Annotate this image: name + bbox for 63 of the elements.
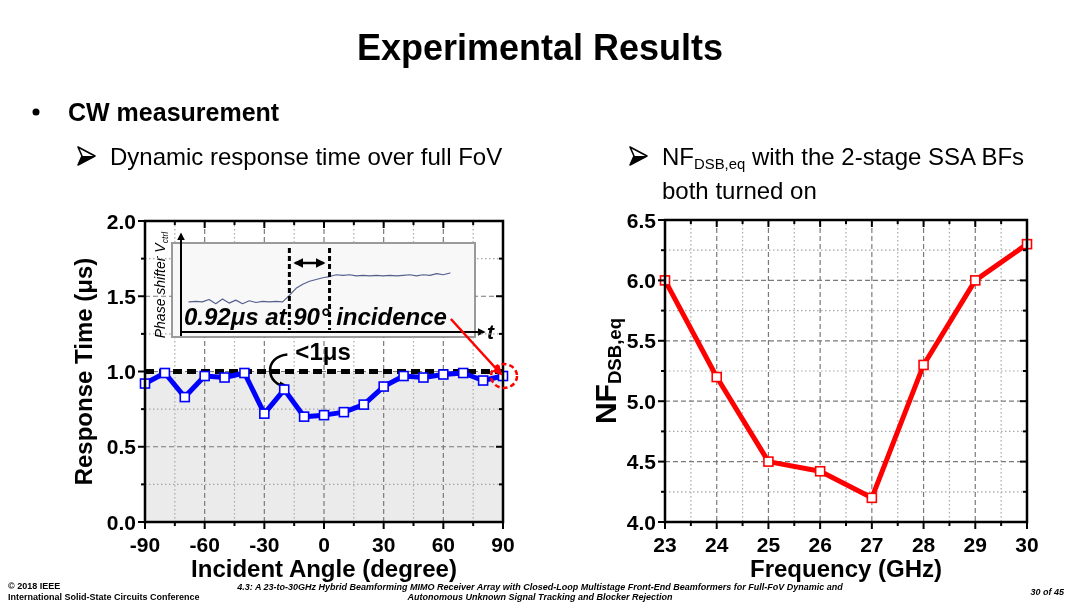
point: [199, 370, 210, 382]
point: [438, 369, 449, 380]
x-tick-label: 0: [318, 533, 330, 556]
point: [477, 375, 489, 386]
text: 4.3: A 23-to-30GHz Hybrid Beamforming MIMO Receiver Array with Closed-Loop Multistage Front-End Beamformers for Full-FoV Dynamic and Autonomous Unknown Signal Tracking and Blocker Rejection: [236, 582, 844, 602]
x-tick-label: -30: [249, 533, 280, 556]
x-tick-label: 23: [653, 533, 677, 556]
point: [378, 381, 389, 392]
y-tick-label: 2.0: [106, 209, 136, 233]
point: [918, 359, 929, 371]
x-tick-label: 90: [491, 533, 515, 556]
point: [219, 372, 230, 383]
x-tick-label: 30: [371, 533, 396, 556]
y-tick-label: 6.0: [626, 268, 656, 292]
point: [259, 408, 270, 419]
y-tick-label: 4.5: [626, 450, 657, 474]
chart-title: Dynamic response time over full FoV: [110, 143, 503, 170]
x-tick-label: 25: [756, 533, 781, 556]
text: © 2018 IEEE: [8, 581, 61, 591]
x-tick-label: 29: [963, 533, 987, 556]
x-tick-label: -60: [189, 533, 220, 556]
point: [711, 371, 723, 383]
point: [278, 384, 290, 395]
point: [179, 391, 191, 403]
ref-line-label: <1μs: [295, 337, 351, 365]
x-axis-title: Frequency (GHz): [749, 555, 943, 582]
point: [338, 406, 350, 418]
point: [398, 370, 409, 382]
y-tick-label: 5.0: [626, 389, 656, 413]
point: [814, 465, 826, 477]
y-tick-label: 0.0: [106, 510, 136, 534]
annotation: 0.92μs at 90° incidence: [184, 303, 447, 330]
point: [763, 456, 774, 467]
y-tick-label: 1.5: [106, 284, 137, 308]
y-axis-title: Response Time (μs): [70, 257, 97, 486]
x-axis-title: t: [487, 320, 495, 343]
y-tick-label: 4.0: [626, 510, 656, 534]
y-tick-label: 5.5: [626, 329, 657, 353]
x-tick-label: 27: [860, 533, 884, 556]
x-tick-label: -90: [129, 533, 161, 556]
point: [418, 372, 429, 383]
y-tick-label: 6.5: [626, 208, 657, 232]
point: [159, 367, 171, 379]
point: [318, 409, 330, 421]
x-tick-label: 60: [431, 533, 456, 556]
y-tick-label: 1.0: [106, 360, 136, 383]
x-tick-label: 26: [808, 533, 832, 556]
point: [969, 275, 981, 286]
x-tick-label: 30: [1015, 533, 1039, 556]
x-tick-label: 28: [911, 533, 936, 556]
x-tick-label: 24: [705, 533, 729, 556]
point: [358, 399, 370, 410]
point: [866, 492, 878, 504]
text: CW measurement: [68, 98, 280, 126]
x-axis-title: Incident Angle (degree): [191, 555, 457, 582]
point: [239, 367, 250, 379]
chart-title: NF$_{DSB,eq}$ with the 2-stage SSA BFs both turned on: [662, 143, 1025, 204]
point: [298, 411, 310, 422]
y-tick-label: 0.5: [106, 435, 137, 459]
text: 30 of 45: [1030, 587, 1065, 597]
point: [457, 367, 469, 379]
text: International Solid-State Circuits Conference: [8, 592, 200, 602]
text: Experimental Results: [356, 27, 724, 68]
